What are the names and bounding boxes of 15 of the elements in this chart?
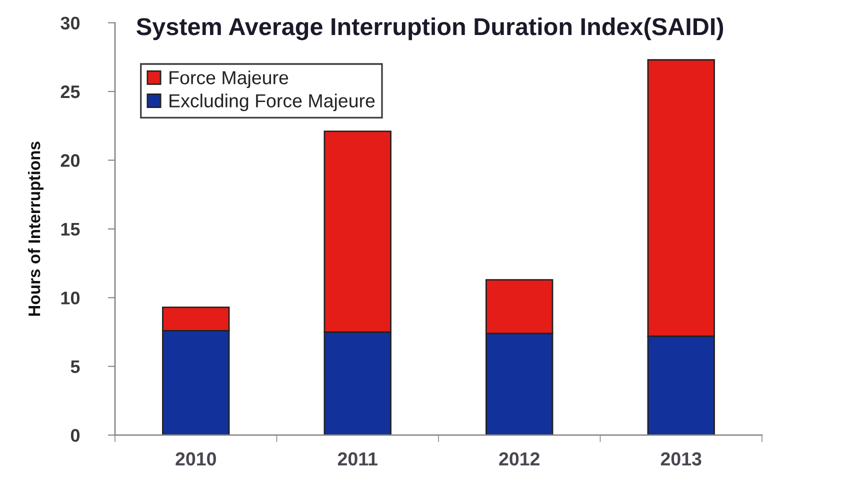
y-tick-label: 10 [61, 292, 80, 304]
y-tick-label: 25 [60, 85, 80, 98]
x-tick-label: 2012 [499, 452, 540, 466]
y-axis-title: Hours of Interruptions [28, 142, 44, 316]
y-tick-label: 15 [61, 223, 80, 236]
y-tick-label: 5 [70, 360, 80, 374]
y-tick-label: 30 [60, 16, 80, 30]
legend-label: Excluding Force Majeure [170, 94, 375, 112]
x-tick-label: 2010 [176, 452, 216, 466]
y-tick-label: 20 [60, 154, 80, 167]
legend-label: Force Majeure [170, 70, 288, 88]
x-tick-label: 2013 [660, 452, 702, 466]
y-tick-label: 0 [70, 429, 80, 442]
chart-title: System Average Interruption Duration Index(SAIDI) [136, 17, 724, 40]
x-tick-label: 2011 [338, 452, 378, 466]
